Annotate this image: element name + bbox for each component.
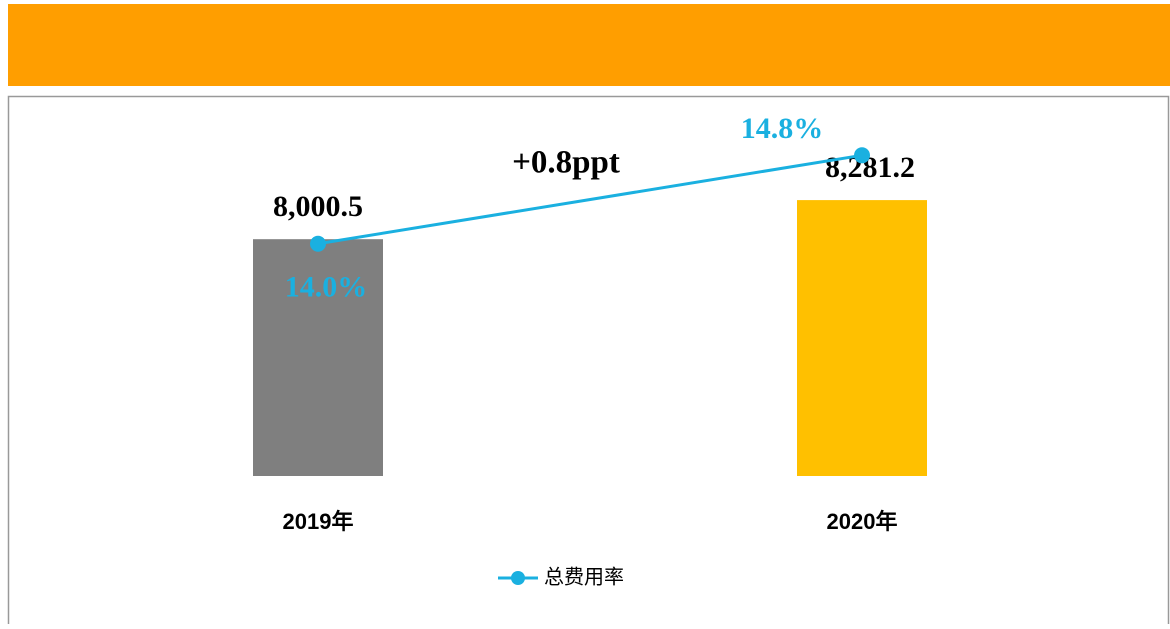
frame	[7, 95, 1170, 629]
bar	[797, 200, 927, 476]
line-value-label: 14.8%	[741, 112, 824, 145]
line-point	[854, 147, 870, 164]
line	[317, 153, 863, 246]
x-tick-label: 2020年	[827, 509, 898, 534]
legend-marker	[511, 571, 525, 585]
bar-value-label: 8,000.5	[273, 190, 363, 223]
line-value-label: 14.0%	[285, 271, 368, 304]
bar	[253, 239, 383, 476]
x-tick-label: 2019年	[283, 509, 354, 534]
bar-value-label: 8,281.2	[825, 151, 915, 184]
header-bar	[8, 4, 1170, 86]
legend-label: 总费用率	[544, 565, 624, 588]
line-point	[310, 235, 326, 252]
annotation: +0.8ppt	[512, 145, 620, 181]
